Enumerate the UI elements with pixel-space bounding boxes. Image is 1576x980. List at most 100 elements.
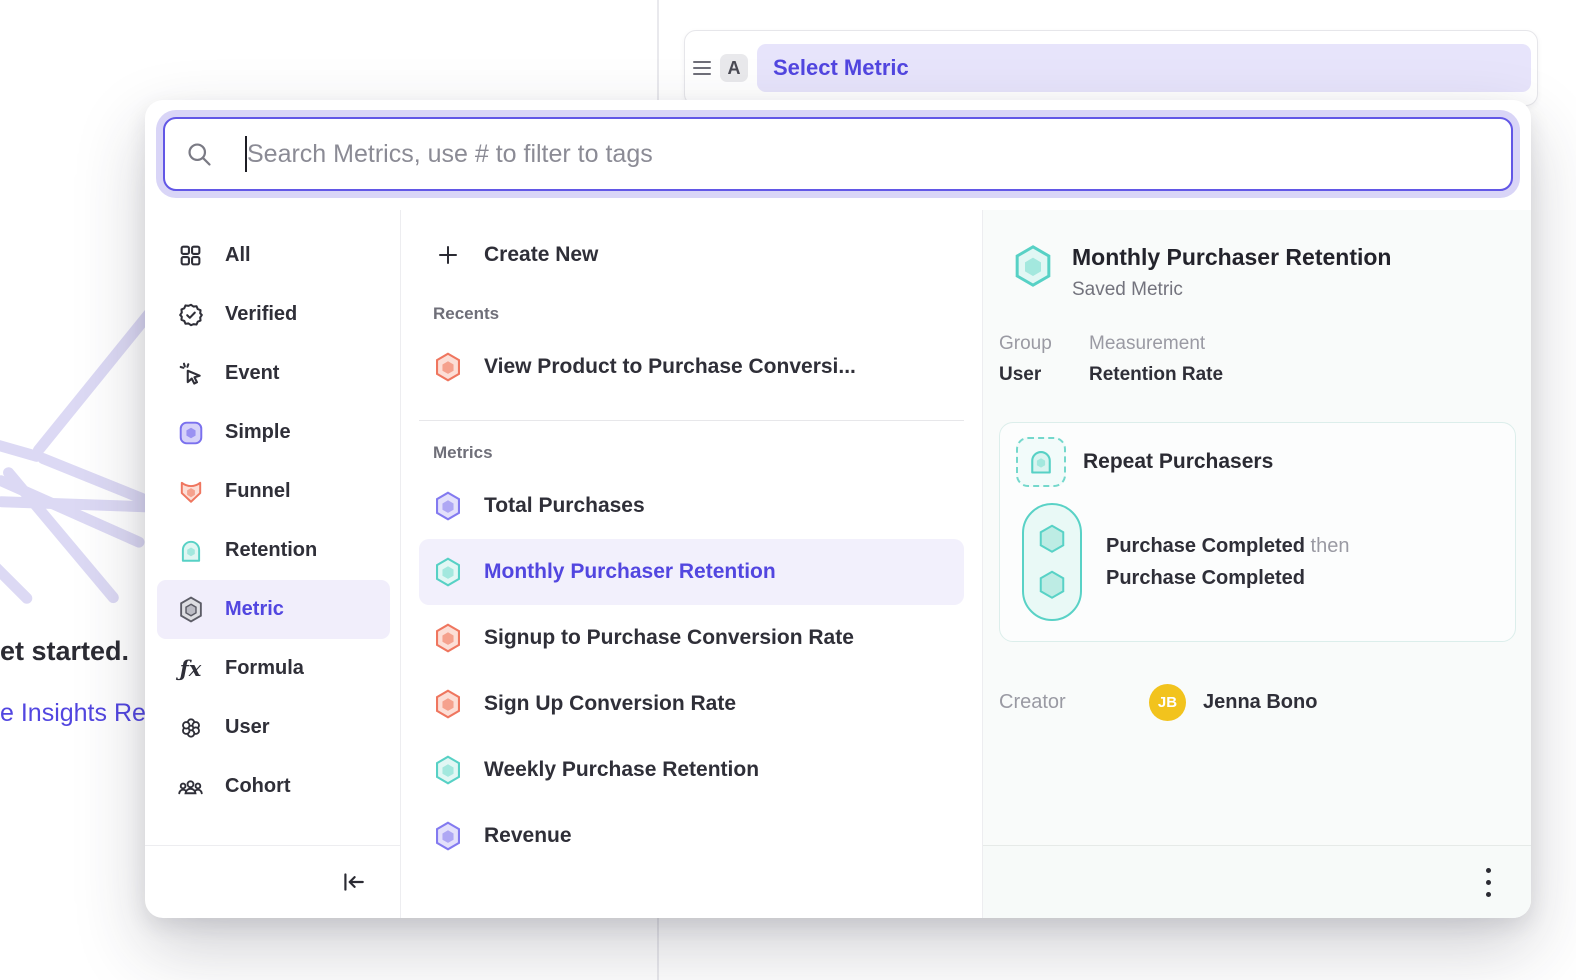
- cursor-click-icon: [177, 360, 204, 387]
- group-value: User: [999, 364, 1042, 385]
- cohort-icon: [177, 773, 204, 800]
- step-two-event: Purchase Completed: [1106, 566, 1305, 589]
- list-divider: [419, 420, 964, 421]
- metric-meta: Group User Measurement Retention Rate: [997, 333, 1517, 386]
- sidebar-item-label: Metric: [225, 598, 284, 620]
- text-caret: [245, 136, 247, 172]
- hexagon-icon-teal: [433, 755, 463, 785]
- select-metric-label: Select Metric: [773, 55, 909, 80]
- sidebar-item-label: Funnel: [225, 480, 291, 502]
- metric-list-item[interactable]: Sign Up Conversion Rate: [419, 671, 964, 737]
- metric-item-label: Total Purchases: [484, 494, 645, 517]
- details-footer: [983, 845, 1531, 918]
- metric-item-label: Signup to Purchase Conversion Rate: [484, 626, 854, 649]
- kebab-menu-icon: [1486, 867, 1491, 897]
- sidebar-item-verified[interactable]: Verified: [157, 285, 390, 344]
- search-input[interactable]: [247, 139, 1491, 169]
- collapse-sidebar-button[interactable]: [334, 863, 372, 901]
- create-new-label: Create New: [484, 243, 599, 266]
- metric-list-item[interactable]: Total Purchases: [419, 473, 964, 539]
- search-field[interactable]: [163, 117, 1513, 191]
- metric-item-label: Weekly Purchase Retention: [484, 758, 760, 781]
- metric-type-badge: A: [720, 54, 748, 82]
- metric-hexagon-icon: [177, 596, 204, 623]
- creator-row: Creator JB Jenna Bono: [997, 684, 1517, 721]
- hexagon-icon-coral: [433, 623, 463, 653]
- metric-type-subtitle: Saved Metric: [1072, 279, 1183, 300]
- step-one-event: Purchase Completed: [1106, 534, 1305, 557]
- recents-section-label: Recents: [433, 304, 500, 323]
- select-metric-chip[interactable]: Select Metric: [757, 44, 1531, 92]
- cohort-card-title: Repeat Purchasers: [1083, 450, 1274, 473]
- background-heading-fragment: et started.: [0, 636, 130, 666]
- metric-list-item-selected[interactable]: Monthly Purchaser Retention: [419, 539, 964, 605]
- hexagon-icon-purple: [433, 491, 463, 521]
- metric-list-item[interactable]: Weekly Purchase Retention: [419, 737, 964, 803]
- metrics-list-panel: Create New Recents View Product to Purch…: [400, 210, 983, 918]
- sidebar-item-label: Verified: [225, 303, 298, 325]
- step-connector: then: [1310, 534, 1350, 557]
- drag-handle-icon[interactable]: [693, 61, 711, 75]
- category-sidebar: All Verified Event: [145, 210, 400, 918]
- funnel-icon: [177, 478, 204, 505]
- cohort-definition-icon: [1016, 437, 1066, 487]
- sidebar-item-metric[interactable]: Metric: [157, 580, 390, 639]
- metric-title: Monthly Purchaser Retention: [1072, 244, 1392, 270]
- sidebar-item-simple[interactable]: Simple: [157, 403, 390, 462]
- sidebar-item-funnel[interactable]: Funnel: [157, 462, 390, 521]
- measurement-label: Measurement: [1089, 333, 1206, 354]
- event-sequence-text: Purchase Completed then Purchase Complet…: [1106, 526, 1349, 599]
- measurement-value: Retention Rate: [1089, 364, 1224, 385]
- creator-avatar: JB: [1149, 684, 1186, 721]
- hexagon-step-icon: [1039, 524, 1065, 553]
- creator-label: Creator: [999, 691, 1066, 713]
- metric-details-panel: Monthly Purchaser Retention Saved Metric…: [983, 210, 1531, 918]
- sidebar-item-user[interactable]: User: [157, 698, 390, 757]
- repeat-purchasers-card: Repeat Purchasers Purchase Completed the…: [999, 422, 1516, 642]
- metric-item-label: Revenue: [484, 824, 572, 847]
- formula-icon: ƒx: [179, 656, 202, 681]
- more-options-button[interactable]: [1480, 862, 1497, 903]
- search-icon: [188, 143, 211, 166]
- sidebar-item-label: Simple: [225, 421, 291, 443]
- sidebar-item-label: All: [225, 244, 251, 266]
- sidebar-item-retention[interactable]: Retention: [157, 521, 390, 580]
- sidebar-item-label: Cohort: [225, 775, 291, 797]
- metric-list-item[interactable]: Revenue: [419, 803, 964, 869]
- sidebar-item-label: Retention: [225, 539, 318, 561]
- sidebar-item-formula[interactable]: ƒx Formula: [157, 639, 390, 698]
- metric-config-bar: A Select Metric: [684, 30, 1538, 106]
- group-label: Group: [999, 333, 1052, 354]
- metric-item-label: Monthly Purchaser Retention: [484, 560, 776, 583]
- metric-list-item[interactable]: Signup to Purchase Conversion Rate: [419, 605, 964, 671]
- sidebar-item-label: User: [225, 716, 270, 738]
- hexagon-icon-purple: [433, 821, 463, 851]
- metric-picker-modal: All Verified Event: [145, 100, 1531, 918]
- grid-icon: [177, 242, 204, 269]
- sidebar-item-label: Event: [225, 362, 280, 384]
- hexagon-step-icon: [1039, 570, 1065, 599]
- hexagon-icon-coral: [433, 689, 463, 719]
- plus-icon: [433, 243, 463, 267]
- sidebar-item-cohort[interactable]: Cohort: [157, 757, 390, 816]
- collapse-left-icon: [344, 873, 364, 891]
- simple-metric-icon: [177, 419, 204, 446]
- metric-hexagon-icon-large: [1013, 244, 1053, 293]
- metric-item-label: Sign Up Conversion Rate: [484, 692, 737, 715]
- sidebar-item-all[interactable]: All: [157, 226, 390, 285]
- metrics-section-label: Metrics: [433, 443, 493, 462]
- hexagon-icon-teal: [433, 557, 463, 587]
- sidebar-item-event[interactable]: Event: [157, 344, 390, 403]
- retention-icon: [177, 537, 204, 564]
- user-icon: [177, 714, 204, 741]
- sidebar-footer: [145, 845, 400, 918]
- metric-item-label: View Product to Purchase Conversi...: [484, 355, 856, 378]
- background-link-fragment[interactable]: e Insights Re: [0, 699, 146, 727]
- recent-metric-item[interactable]: View Product to Purchase Conversi...: [419, 334, 964, 400]
- sidebar-item-label: Formula: [225, 657, 304, 679]
- details-header: Monthly Purchaser Retention Saved Metric: [997, 244, 1517, 301]
- search-focus-ring: [156, 110, 1520, 198]
- create-new-button[interactable]: Create New: [401, 228, 982, 282]
- creator-name: Jenna Bono: [1203, 691, 1318, 713]
- verified-badge-icon: [177, 301, 204, 328]
